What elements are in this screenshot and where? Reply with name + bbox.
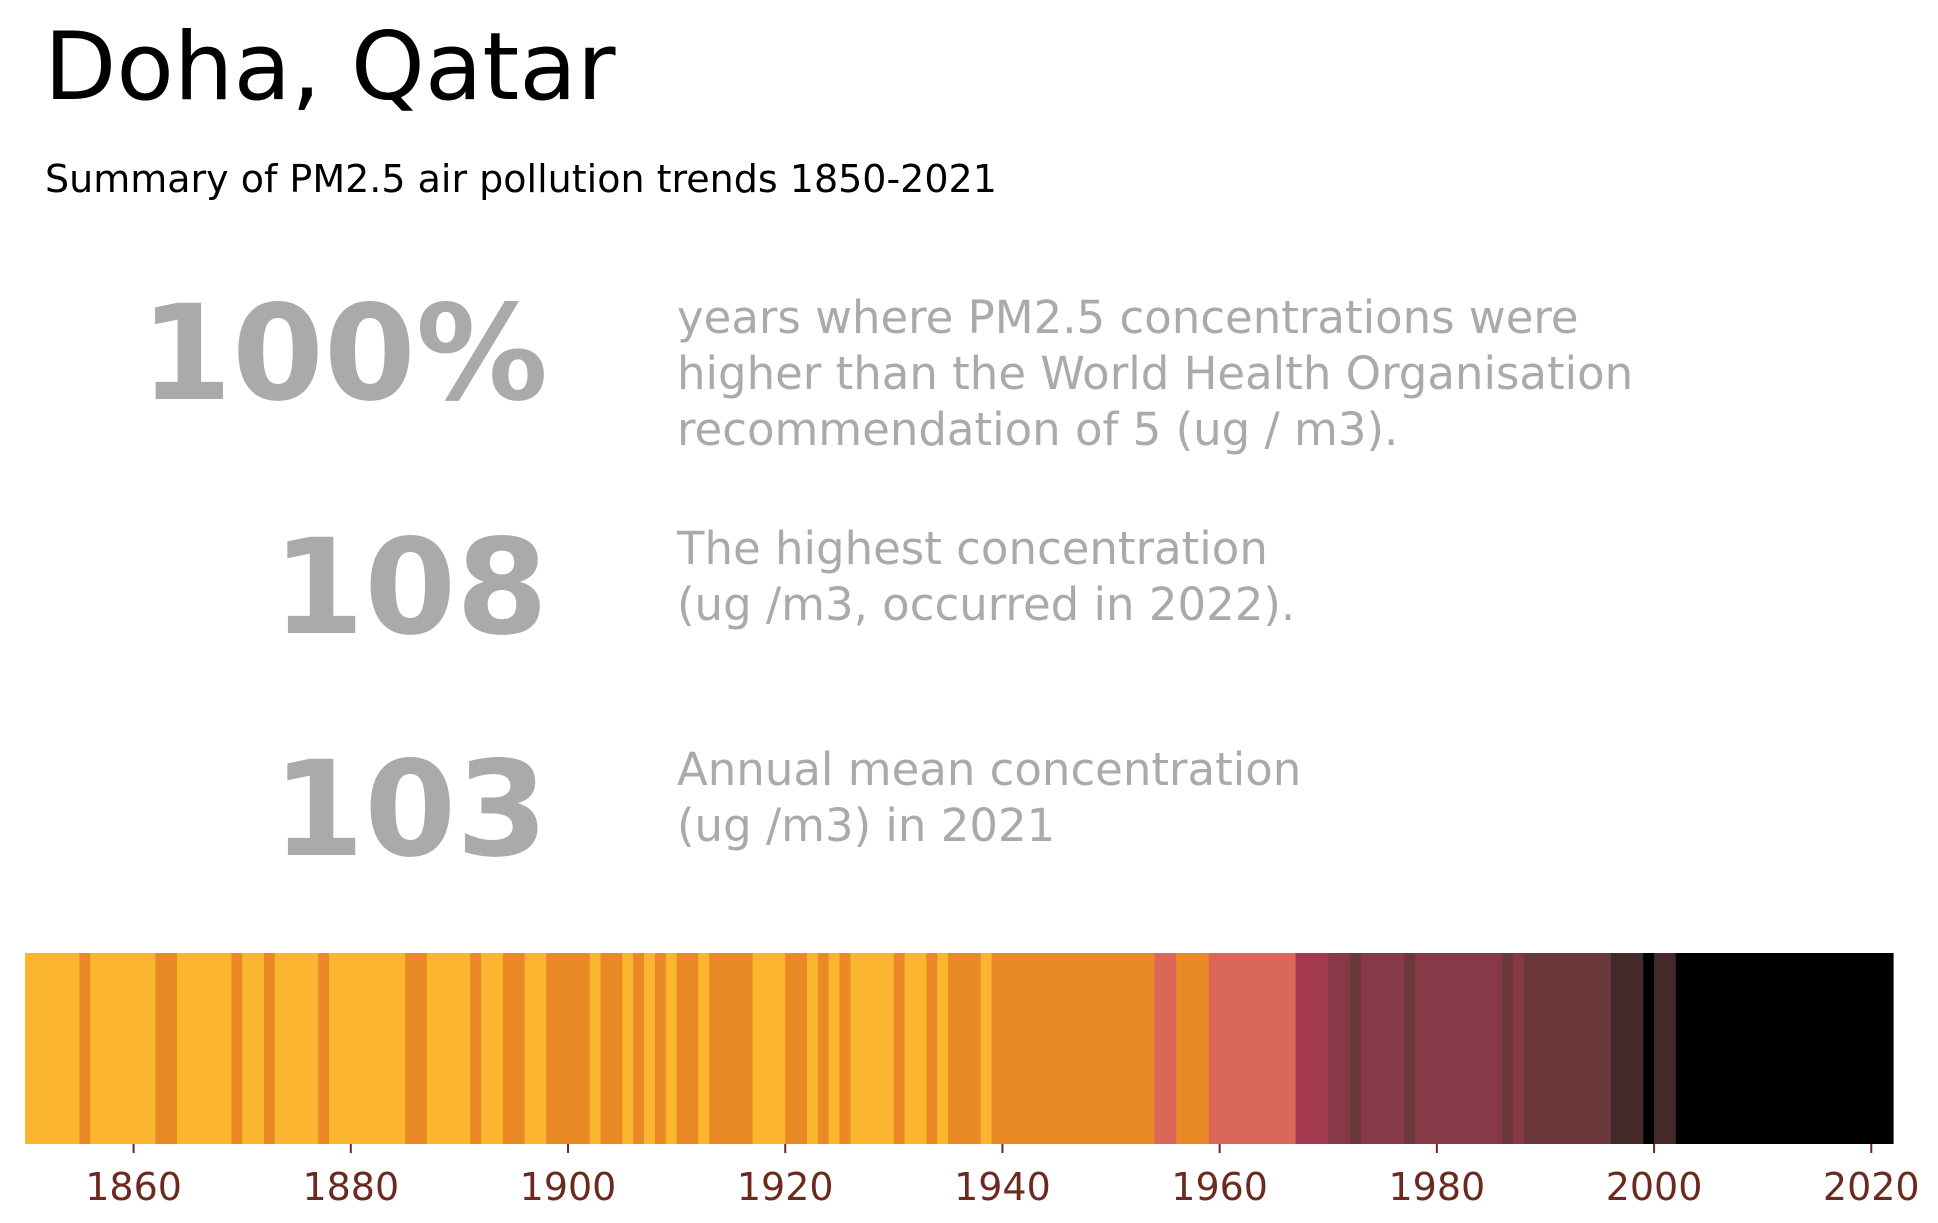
- stripe-bar: [1360, 953, 1405, 1144]
- stripe-bar: [1295, 953, 1329, 1144]
- stat-description-line: (ug /m3) in 2021: [677, 799, 1056, 852]
- stat-value-exceedance: 100%: [140, 277, 548, 431]
- stat-description-highest: The highest concentration (ug /m3, occur…: [677, 521, 1295, 633]
- stripe-bar: [1512, 953, 1525, 1144]
- stripe-bar: [79, 953, 91, 1144]
- x-tick-label: 2000: [1606, 1165, 1703, 1209]
- stripe-bar: [1654, 953, 1677, 1144]
- x-axis-ticks: 1860 1880 1900 1920 1940 1960 1980 2000 2020: [85, 1144, 1920, 1209]
- stripe-bar: [1610, 953, 1644, 1144]
- stripe-bar: [263, 953, 276, 1144]
- stripe-bar: [1675, 953, 1894, 1144]
- stripe-bar: [806, 953, 819, 1144]
- stat-value-highest: 108: [272, 511, 548, 665]
- stripe-bar: [155, 953, 178, 1144]
- stripe-bar: [1208, 953, 1297, 1144]
- stripe-bar: [546, 953, 591, 1144]
- stripe-bar: [893, 953, 906, 1144]
- stripe-bar: [622, 953, 634, 1144]
- stripe-bar: [665, 953, 678, 1144]
- stripe-bar: [242, 953, 265, 1144]
- stripe-bar: [991, 953, 1156, 1144]
- stat-description-line: years where PM2.5 concentrations were: [677, 291, 1579, 344]
- x-tick-label: 1920: [737, 1165, 834, 1209]
- stripe-bar: [752, 953, 786, 1144]
- x-tick-label: 1980: [1389, 1165, 1486, 1209]
- stripe-bar: [948, 953, 982, 1144]
- stripe-bar: [274, 953, 319, 1144]
- stripe-bar: [25, 953, 80, 1144]
- stripe-bar: [698, 953, 710, 1144]
- stripe-bar: [676, 953, 699, 1144]
- stripe-bar: [231, 953, 243, 1144]
- stripe-bar: [502, 953, 526, 1144]
- stripe-bar: [785, 953, 808, 1144]
- x-tick-label: 1900: [520, 1165, 617, 1209]
- stripe-bar: [177, 953, 232, 1144]
- stripe-bar: [600, 953, 623, 1144]
- page-title: Doha, Qatar: [44, 13, 616, 122]
- stripe-bar: [318, 953, 330, 1144]
- stripe-bar: [926, 953, 938, 1144]
- stat-description-line: (ug /m3, occurred in 2022).: [677, 578, 1296, 631]
- stripe-bar: [644, 953, 656, 1144]
- stripe-bar: [426, 953, 471, 1144]
- stripe-bar: [589, 953, 602, 1144]
- stripe-bar: [839, 953, 851, 1144]
- stripe-bar: [828, 953, 841, 1144]
- x-tick-label: 1860: [85, 1165, 182, 1209]
- x-tick-label: 1940: [954, 1165, 1051, 1209]
- stripe-bar: [1328, 953, 1351, 1144]
- stat-value-annual-mean: 103: [272, 733, 548, 887]
- stripe-bar: [90, 953, 156, 1144]
- stripe-bar: [481, 953, 504, 1144]
- stripe-bar: [1523, 953, 1612, 1144]
- stripe-bar: [980, 953, 993, 1144]
- x-tick-label: 1960: [1171, 1165, 1268, 1209]
- stripe-bar: [1415, 953, 1503, 1144]
- stat-description-line: The highest concentration: [677, 522, 1268, 575]
- stripes-group: [25, 953, 1894, 1144]
- x-tick-label: 1880: [302, 1165, 399, 1209]
- page-subtitle: Summary of PM2.5 air pollution trends 18…: [45, 157, 997, 201]
- stripe-bar: [1176, 953, 1210, 1144]
- stripe-bar: [654, 953, 667, 1144]
- stripe-bar: [633, 953, 645, 1144]
- x-tick-label: 2020: [1823, 1165, 1920, 1209]
- stat-description-exceedance: years where PM2.5 concentrations were hi…: [677, 290, 1633, 458]
- stat-description-annual-mean: Annual mean concentration (ug /m3) in 20…: [677, 742, 1301, 854]
- stripe-bar: [817, 953, 830, 1144]
- stat-description-line: recommendation of 5 (ug / m3).: [677, 403, 1399, 456]
- stripe-bar: [470, 953, 482, 1144]
- stripe-bar: [937, 953, 949, 1144]
- stripe-bar: [1502, 953, 1514, 1144]
- stat-description-line: Annual mean concentration: [677, 743, 1302, 796]
- stripe-bar: [405, 953, 428, 1144]
- stripe-bar: [1404, 953, 1416, 1144]
- stripe-bar: [524, 953, 547, 1144]
- stripe-bar: [850, 953, 895, 1144]
- stripe-bar: [1349, 953, 1362, 1144]
- stripe-bar: [904, 953, 928, 1144]
- stripe-bar: [329, 953, 406, 1144]
- stripe-bar: [1643, 953, 1655, 1144]
- stripe-bar: [709, 953, 754, 1144]
- stat-description-line: higher than the World Health Organisatio…: [677, 347, 1634, 400]
- stripe-bar: [1154, 953, 1177, 1144]
